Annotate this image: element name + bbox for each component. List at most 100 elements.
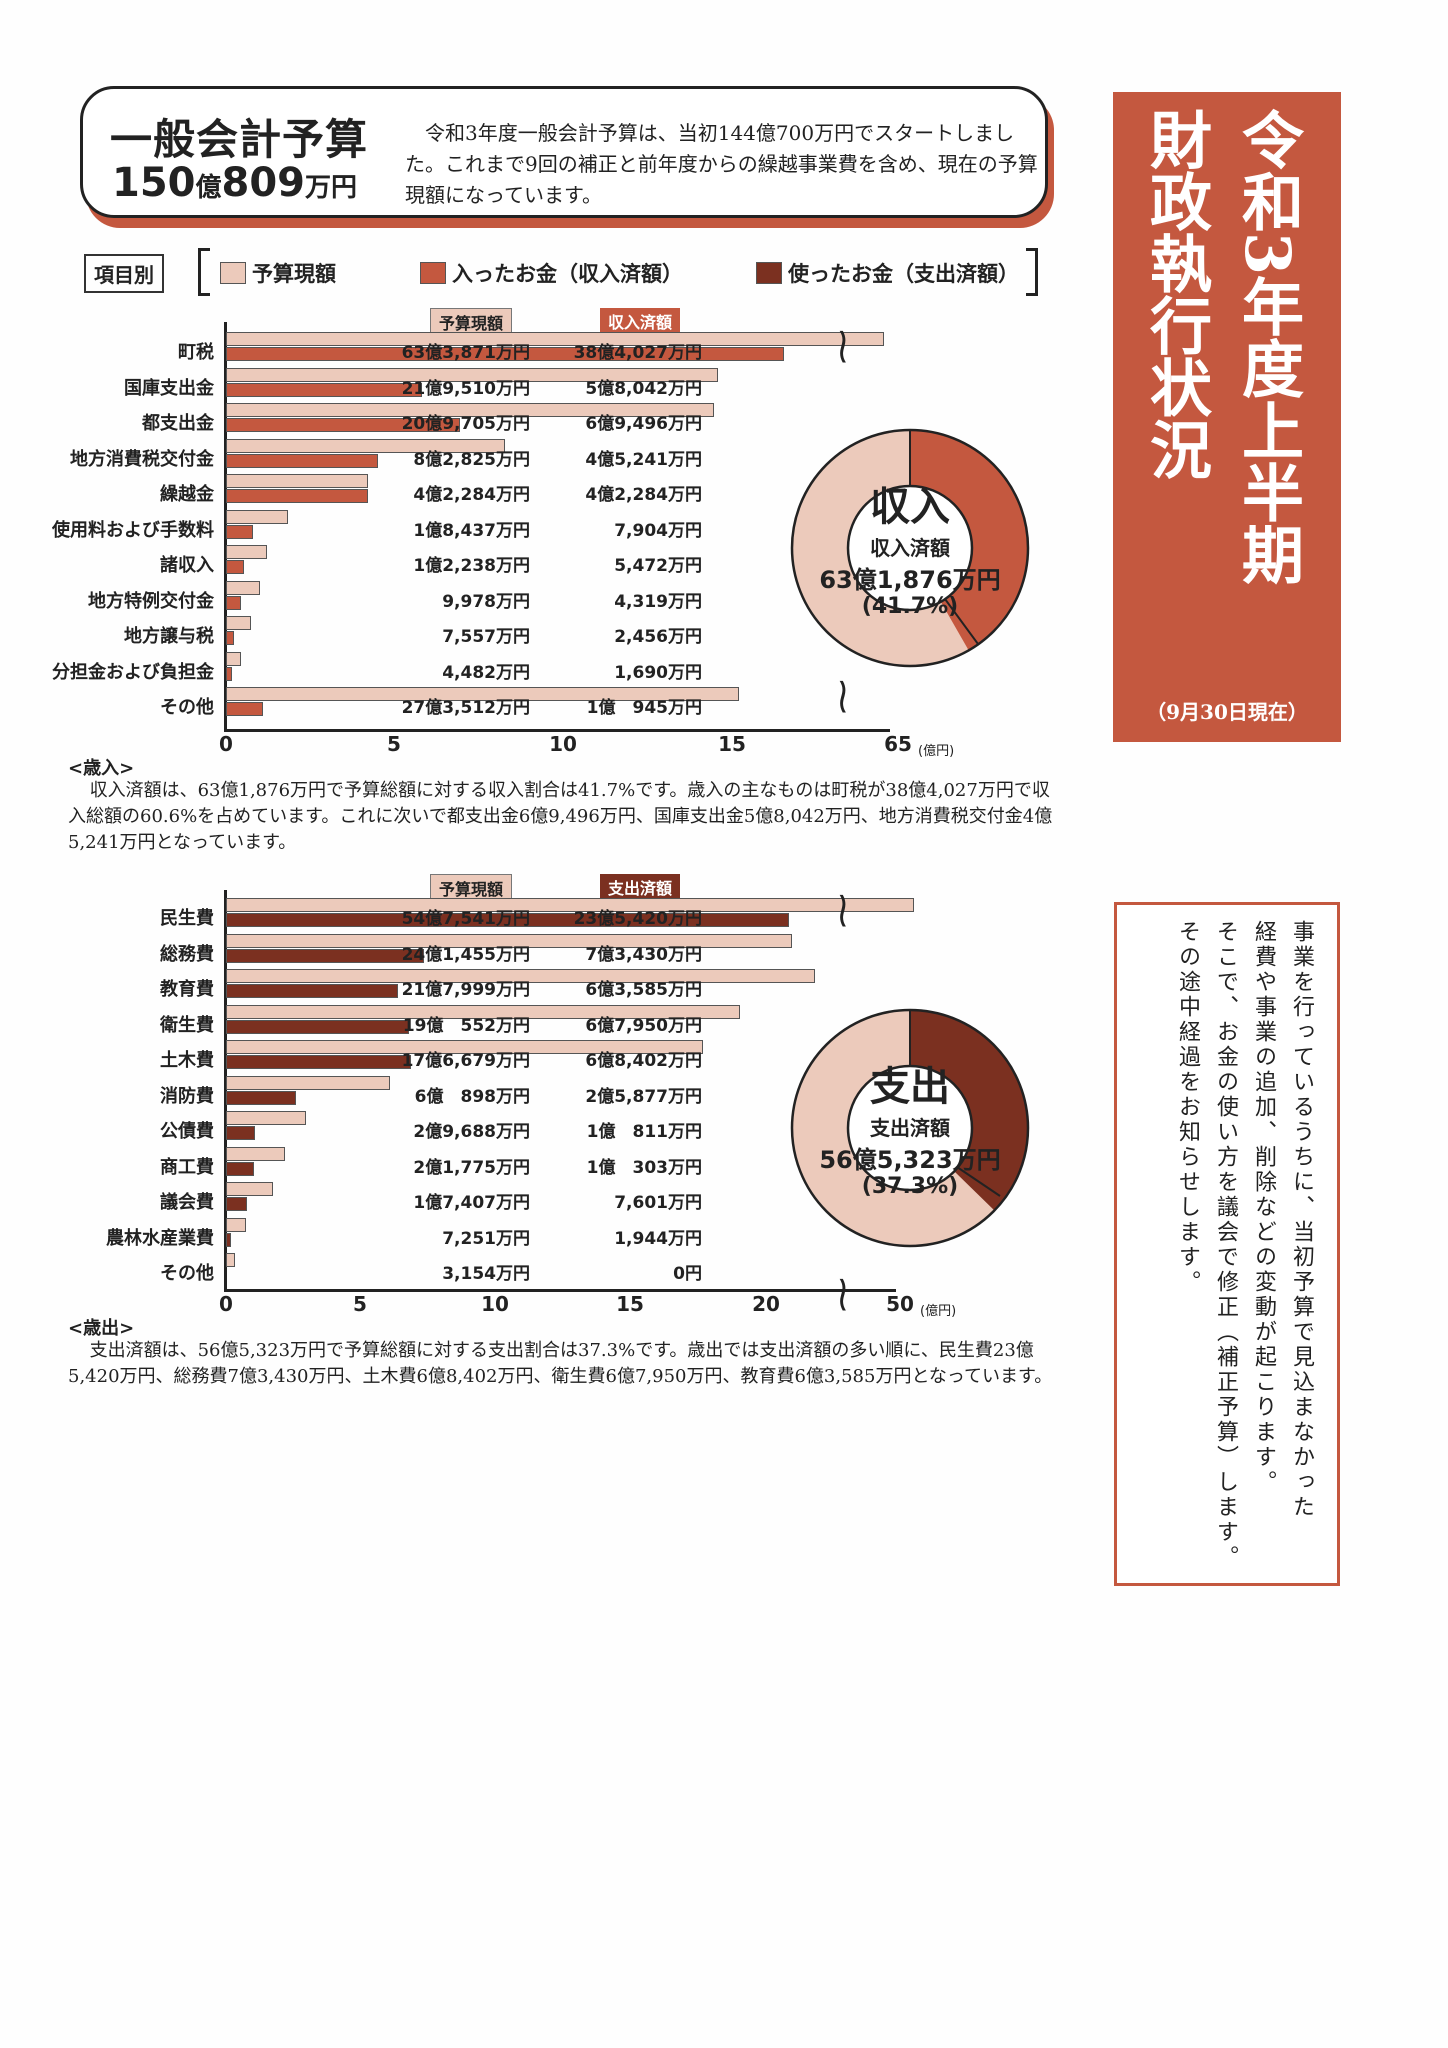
revenue-donut-title: 収入 — [870, 484, 950, 530]
revenue-tick: 65 — [884, 732, 912, 756]
actual-bar — [226, 347, 784, 361]
expenditure-tick: 15 — [616, 1292, 644, 1316]
legend-item-revenue: 入ったお金（収入済額） — [420, 258, 683, 288]
header-description: 令和3年度一般会計予算は、当初144億700万円でスタートしました。これまで9回… — [405, 121, 1038, 207]
expenditure-axis-unit: (億円) — [920, 1304, 957, 1319]
category-label: 都支出金 — [142, 413, 214, 434]
budget-bar — [226, 474, 369, 488]
budget-value: 24億1,455万円 — [401, 944, 530, 965]
budget-bar — [226, 1253, 235, 1267]
actual-bar — [226, 1232, 232, 1247]
total-budget-amount: 150億809万円 — [112, 160, 357, 206]
actual-value: 6億8,402万円 — [585, 1051, 702, 1071]
legend-label: 使ったお金（支出済額） — [788, 262, 1019, 286]
category-label: 地方譲与税 — [124, 626, 214, 647]
category-label: その他 — [160, 697, 214, 718]
actual-bar — [226, 1055, 411, 1069]
expenditure-tick: 0 — [219, 1292, 233, 1316]
revenue-body-text: 収入済額は、63億1,876万円で予算総額に対する収入割合は41.7%です。歳入… — [68, 780, 1053, 853]
category-label: 消防費 — [160, 1085, 214, 1107]
expenditure-section-title: <歳出> — [68, 1318, 135, 1339]
revenue-tick: 15 — [718, 732, 746, 756]
revenue-tick: 10 — [549, 732, 577, 756]
category-label: 町税 — [178, 342, 214, 363]
note-line: 経費や事業の追加、削除などの変動が起こります。 — [1251, 920, 1276, 1495]
budget-bar — [226, 1004, 741, 1019]
budget-bar — [226, 898, 915, 912]
amount-part: 150 — [112, 160, 196, 206]
legend-item-budget: 予算現額 — [220, 258, 336, 288]
expenditure-col-actual-header: 支出済額 — [600, 874, 681, 900]
actual-value: 4,319万円 — [614, 591, 702, 612]
actual-value: 7,904万円 — [614, 520, 702, 541]
actual-value: 1億 811万円 — [586, 1122, 702, 1142]
budget-value: 63億3,871万円 — [401, 343, 530, 363]
budget-value: 7,251万円 — [442, 1228, 530, 1249]
actual-value: 38億4,027万円 — [573, 343, 702, 363]
budget-bar — [226, 933, 792, 948]
budget-value: 6億 898万円 — [414, 1086, 530, 1107]
note-line: 事業を行っているうちに、当初予算で見込まなかった — [1289, 920, 1314, 1520]
actual-value: 1億 303万円 — [586, 1157, 702, 1178]
category-label: 国庫支出金 — [124, 377, 214, 399]
category-label: 分担金および負担金 — [52, 661, 214, 683]
note-line: その途中経過をお知らせします。 — [1175, 920, 1200, 1295]
axis-break-icon: ≀ — [836, 317, 850, 376]
revenue-donut-label: 収入済額 — [870, 536, 950, 560]
actual-value: 6億3,585万円 — [585, 980, 702, 1000]
budget-bar — [226, 545, 268, 559]
category-label: 土木費 — [160, 1050, 214, 1071]
budget-bar — [226, 438, 506, 453]
budget-bar — [226, 969, 815, 983]
amount-unit: 億 — [195, 173, 222, 203]
revenue-donut-chart — [790, 428, 1030, 668]
actual-bar — [226, 1197, 247, 1211]
expenditure-col-budget-header: 予算現額 — [430, 874, 513, 902]
actual-bar — [226, 984, 398, 998]
category-label: 公債費 — [160, 1121, 214, 1142]
note-box — [1114, 902, 1340, 1586]
actual-value: 1,690万円 — [614, 662, 702, 683]
actual-value: 6億9,496万円 — [585, 414, 702, 434]
category-label: 民生費 — [160, 908, 214, 929]
budget-value: 4億2,284万円 — [413, 485, 530, 505]
actual-value: 4億5,241万円 — [585, 449, 702, 470]
expenditure-donut-chart — [790, 1008, 1030, 1248]
revenue-donut-percent: (41.7%) — [861, 594, 959, 619]
revenue-col-actual-header: 収入済額 — [600, 308, 681, 334]
actual-bar — [226, 489, 369, 503]
actual-bar — [226, 560, 245, 574]
legend-bracket-right — [1026, 248, 1038, 296]
axis-break-icon: ≀ — [836, 1265, 850, 1324]
category-label: 使用料および手数料 — [52, 519, 214, 541]
revenue-y-axis — [224, 322, 227, 732]
revenue-tick: 0 — [219, 732, 233, 756]
budget-bar — [226, 367, 718, 382]
budget-bar — [226, 403, 714, 417]
title-banner — [1113, 92, 1341, 742]
actual-value: 7億3,430万円 — [585, 944, 702, 965]
budget-bar — [226, 1040, 704, 1054]
expenditure-y-axis — [224, 890, 227, 1292]
note-text: 事業を行っているうちに、当初予算で見込まなかった 経費や事業の追加、削除などの変… — [1140, 920, 1320, 1570]
actual-bar — [226, 382, 422, 397]
axis-break-icon: ≀ — [836, 881, 850, 940]
actual-value: 5億8,042万円 — [585, 378, 702, 399]
actual-bar — [226, 1090, 296, 1105]
axis-break-icon: ≀ — [836, 667, 850, 726]
budget-bar — [226, 616, 252, 630]
legend-bracket-left — [198, 248, 210, 296]
legend-swatch — [420, 262, 446, 284]
budget-value: 1億2,238万円 — [413, 556, 530, 576]
expenditure-donut-label: 支出済額 — [870, 1116, 950, 1140]
actual-bar — [226, 913, 790, 927]
legend-item-expenditure: 使ったお金（支出済額） — [756, 258, 1019, 288]
expenditure-body-text: 支出済額は、56億5,323万円で予算総額に対する支出割合は37.3%です。歳出… — [68, 1340, 1053, 1387]
expenditure-tick: 20 — [752, 1292, 780, 1316]
banner-title-line1: 令和3年度上半期 — [1231, 108, 1304, 586]
category-label: 地方消費税交付金 — [70, 448, 214, 470]
legend-swatch — [220, 262, 246, 284]
budget-value: 9,978万円 — [442, 591, 530, 612]
budget-value: 1億7,407万円 — [413, 1193, 530, 1213]
page-title: 一般会計予算 — [110, 115, 369, 164]
